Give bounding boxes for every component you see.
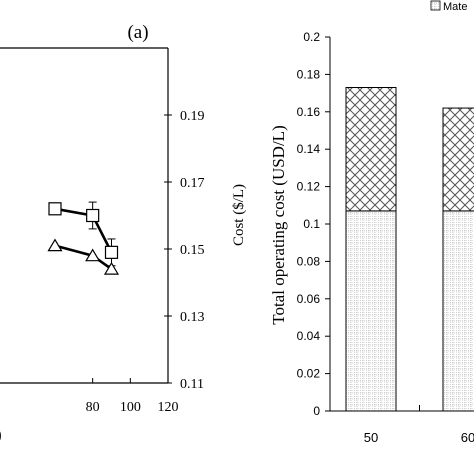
bar-chart-panel: 00.020.040.060.080.10.120.140.160.180.2 … [269, 0, 474, 445]
bar-x-tick-label: 50 [364, 430, 378, 445]
bar-y-tick-label: 0.12 [297, 180, 321, 194]
legend-label: Mate [443, 1, 467, 13]
left-x-tick-label: 120 [158, 400, 179, 415]
bar-y-tick-label: 0.14 [297, 142, 321, 156]
bar-y-tick-label: 0.1 [303, 217, 320, 231]
left-y-ticks: 0.19 0.17 0.15 0.13 0.11 [164, 109, 205, 392]
left-x-tick-label: 80 [86, 400, 100, 415]
bar-y-tick-label: 0.18 [297, 67, 321, 81]
bar-segment-dots [442, 210, 474, 412]
left-x-tick-label: 100 [120, 400, 141, 415]
left-series-group [47, 201, 120, 275]
bar-x-tick-label: 60 [461, 430, 474, 445]
bar-y-tick-label: 0 [313, 404, 320, 418]
bar-segment-crosshatch [442, 107, 474, 212]
right-bars-group [345, 86, 474, 412]
left-y-tick-label: 0.19 [180, 109, 205, 124]
bar-segment-dots [345, 210, 397, 412]
square-marker [48, 202, 62, 216]
bar-segment-crosshatch [345, 86, 397, 212]
square-marker [86, 208, 100, 223]
left-x-ticks: 80 100 120 [86, 378, 179, 415]
legend: Mate [430, 0, 467, 13]
bar-y-tick-label: 0.02 [297, 367, 321, 381]
right-x-tick-labels: 50 60 [364, 405, 474, 445]
partial-x-axis-label: ) [0, 425, 2, 444]
bar-y-axis-label: Total operating cost (USD/L) [269, 125, 288, 324]
left-y-tick-label: 0.15 [180, 243, 205, 258]
square-marker [104, 245, 119, 259]
bar-y-tick-label: 0.16 [297, 105, 321, 119]
bar-y-tick-label: 0.04 [297, 329, 321, 343]
panel-label: (a) [127, 22, 148, 43]
left-y-tick-label: 0.17 [180, 176, 205, 191]
legend-swatch [430, 0, 441, 11]
triangle-marker [103, 261, 120, 275]
left-y-tick-label: 0.13 [180, 310, 205, 325]
left-y-tick-label: 0.11 [180, 377, 204, 392]
right-y-ticks: 0 0.02 0.04 0.06 0.08 0.1 0.12 0.14 0.16 0.18 0.2 [297, 30, 330, 418]
line-chart-panel: 80 100 120 0.19 0.17 0.15 0.13 0.11 (a) ) Cost… [0, 22, 247, 444]
series-line-square [54, 207, 113, 253]
bar-y-tick-label: 0.08 [297, 254, 321, 268]
bar-y-tick-label: 0.06 [297, 292, 321, 306]
triangle-marker [85, 248, 101, 262]
bar-y-tick-label: 0.2 [303, 30, 320, 44]
right-y-axis-label: Cost ($/L) [231, 184, 247, 246]
triangle-marker [47, 238, 63, 252]
series-line-triangle [54, 244, 113, 271]
